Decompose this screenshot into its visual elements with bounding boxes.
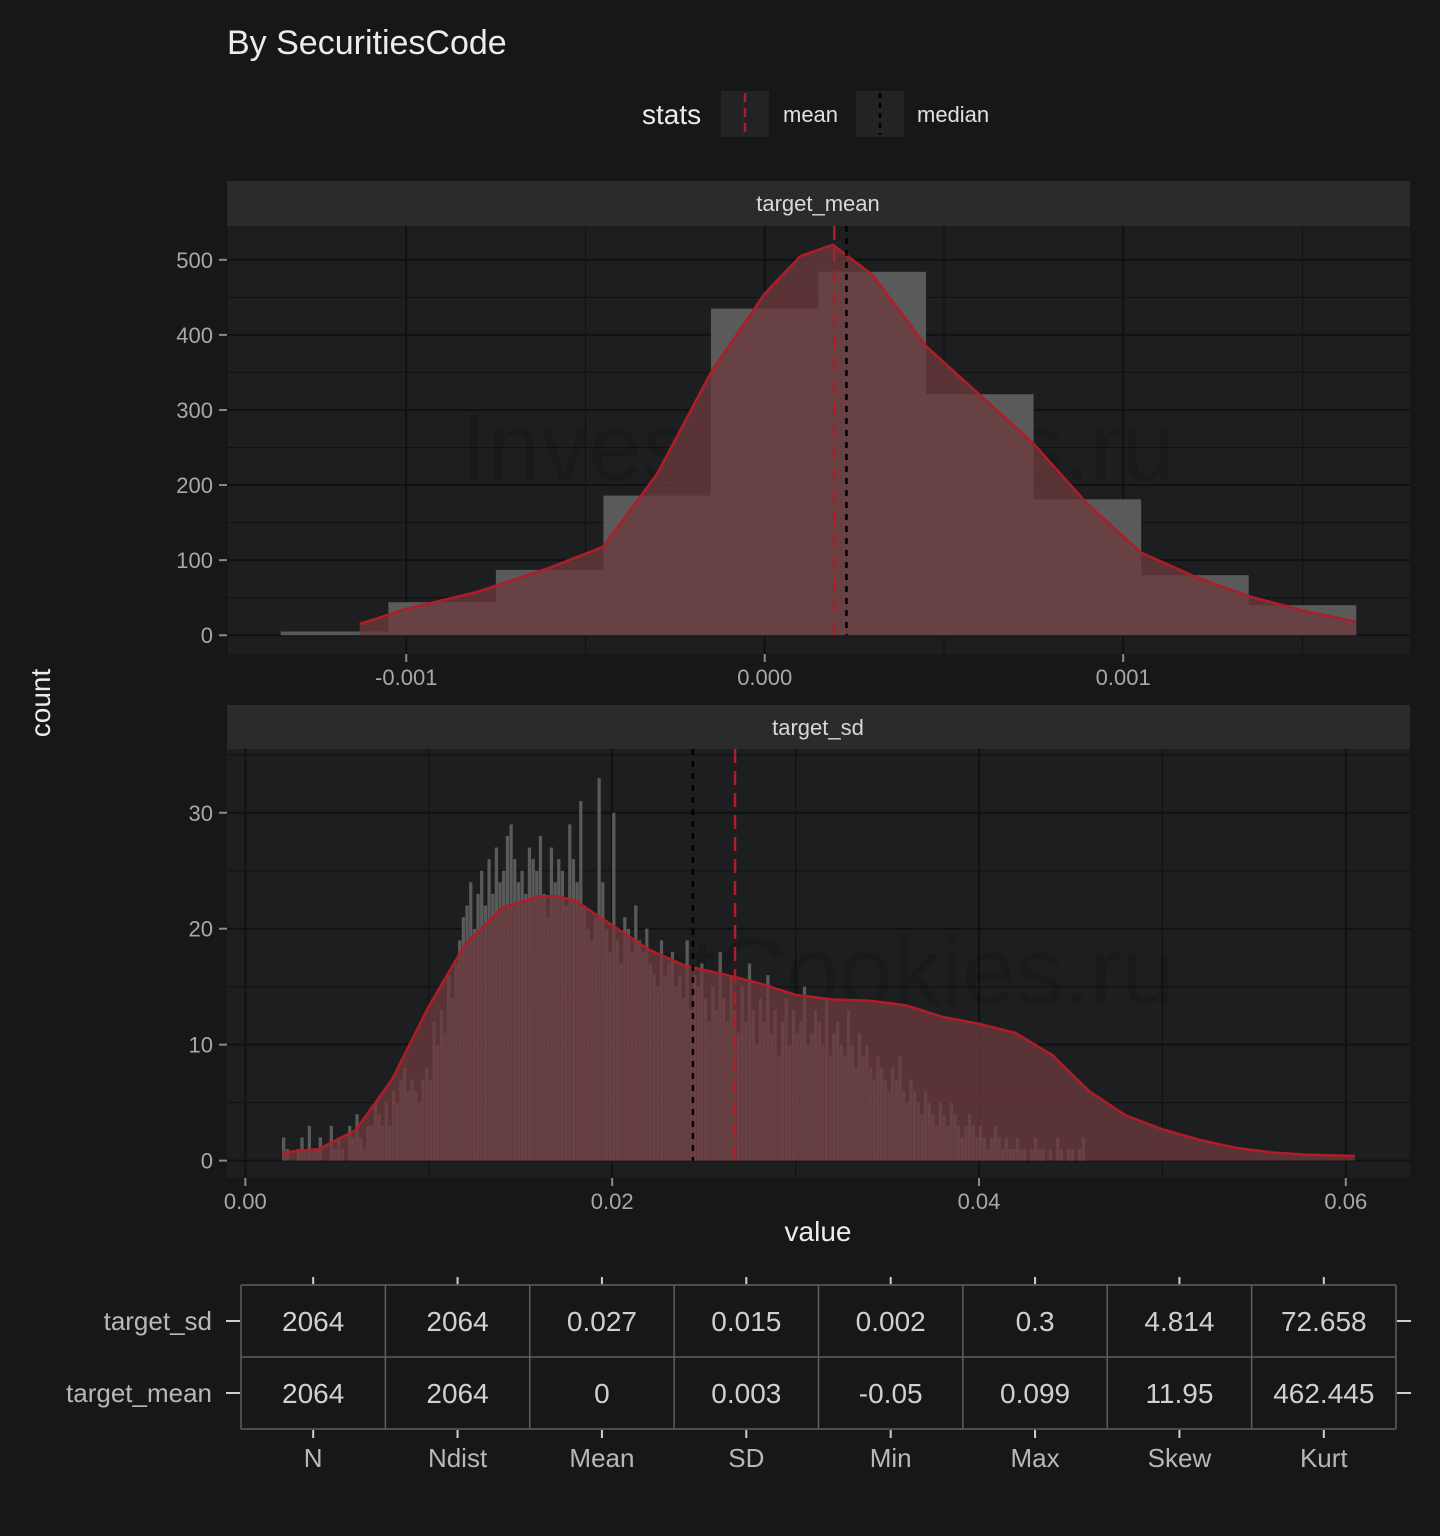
y-ticks-target-mean: 0 100 200 300 400 500 <box>176 248 227 648</box>
x-tick-label: 0.000 <box>737 665 792 690</box>
y-tick-label: 400 <box>176 323 213 348</box>
y-tick-label: 500 <box>176 248 213 273</box>
x-ticks-target-sd: 0.00 0.02 0.04 0.06 <box>224 1178 1367 1214</box>
table-column-label: Kurt <box>1300 1443 1348 1473</box>
table-cell: 2064 <box>282 1378 344 1409</box>
stats-table: target_sd 2064 2064 0.027 0.015 0.002 0.3 4.814… <box>66 1277 1411 1473</box>
y-tick-label: 300 <box>176 398 213 423</box>
y-tick-label: 10 <box>189 1033 213 1058</box>
table-cell: 2064 <box>282 1306 344 1337</box>
x-axis-title: value <box>785 1216 852 1247</box>
density-target-mean <box>359 243 1357 636</box>
table-cell: 0.002 <box>856 1306 926 1337</box>
x-tick-label: 0.04 <box>958 1189 1001 1214</box>
table-cell: 11.95 <box>1145 1378 1213 1409</box>
table-cell: 0 <box>594 1378 610 1409</box>
y-tick-label: 0 <box>201 623 213 648</box>
chart-title: By SecuritiesCode <box>227 24 507 62</box>
table-row-label: target_mean <box>66 1378 212 1408</box>
legend-label-mean: mean <box>783 102 838 127</box>
legend-title: stats <box>642 99 701 130</box>
density-area <box>282 896 1355 1161</box>
table-column-label: Skew <box>1148 1443 1212 1473</box>
table-cell: 0.027 <box>567 1306 637 1337</box>
x-tick-label: -0.001 <box>375 665 437 690</box>
x-tick-label: 0.00 <box>224 1189 267 1214</box>
table-cell: 72.658 <box>1281 1306 1367 1337</box>
strip-label-target-sd: target_sd <box>772 715 864 740</box>
density-target-sd <box>281 895 1356 1161</box>
density-area <box>359 244 1357 636</box>
table-column-label: Ndist <box>428 1443 488 1473</box>
y-tick-label: 30 <box>189 801 213 826</box>
table-cell: 0.3 <box>1016 1306 1055 1337</box>
density-line <box>359 243 1357 626</box>
x-ticks-target-mean: -0.001 0.000 0.001 <box>375 654 1151 690</box>
density-line <box>281 895 1356 1158</box>
panel-target-sd: target_sd InvestCookies.ru 0.00 0.02 0.04 0… <box>189 705 1410 1214</box>
strip-target-sd <box>227 705 1410 749</box>
table-cell: 4.814 <box>1144 1306 1214 1337</box>
legend-label-median: median <box>917 102 989 127</box>
x-tick-label: 0.06 <box>1324 1189 1367 1214</box>
stat-lines-target-sd <box>691 749 737 1161</box>
table-cell: 2064 <box>426 1306 488 1337</box>
table-cell: 0.003 <box>711 1378 781 1409</box>
table-column-label: Max <box>1011 1443 1060 1473</box>
histogram-bar <box>280 631 389 636</box>
table-column-label: Mean <box>569 1443 634 1473</box>
y-axis-title: count <box>25 669 56 738</box>
table-column-label: Min <box>870 1443 912 1473</box>
table-cell: -0.05 <box>859 1378 923 1409</box>
table-cell: 0.015 <box>711 1306 781 1337</box>
table-cell: 2064 <box>426 1378 488 1409</box>
histogram-bar <box>300 1137 304 1161</box>
panel-target-mean: target_mean InvestCookies.ru -0.0010.000… <box>176 181 1410 690</box>
legend: stats mean median <box>642 91 989 137</box>
strip-label-target-mean: target_mean <box>756 191 880 216</box>
stat-lines-target-mean <box>833 226 848 636</box>
y-tick-label: 200 <box>176 473 213 498</box>
histogram-bar <box>307 1125 311 1161</box>
x-tick-label: 0.001 <box>1096 665 1151 690</box>
x-tick-label: 0.02 <box>591 1189 634 1214</box>
histogram-bar <box>282 1137 286 1161</box>
table-cell: 462.445 <box>1273 1378 1374 1409</box>
table-cell: 0.099 <box>1000 1378 1070 1409</box>
strip-target-mean <box>227 181 1410 226</box>
y-tick-label: 100 <box>176 548 213 573</box>
y-tick-label: 20 <box>189 917 213 942</box>
table-column-label: N <box>304 1443 323 1473</box>
y-ticks-target-sd: 0 10 20 30 <box>189 801 227 1174</box>
y-tick-label: 0 <box>201 1149 213 1174</box>
table-row-label: target_sd <box>104 1306 212 1336</box>
table-column-label: SD <box>728 1443 764 1473</box>
